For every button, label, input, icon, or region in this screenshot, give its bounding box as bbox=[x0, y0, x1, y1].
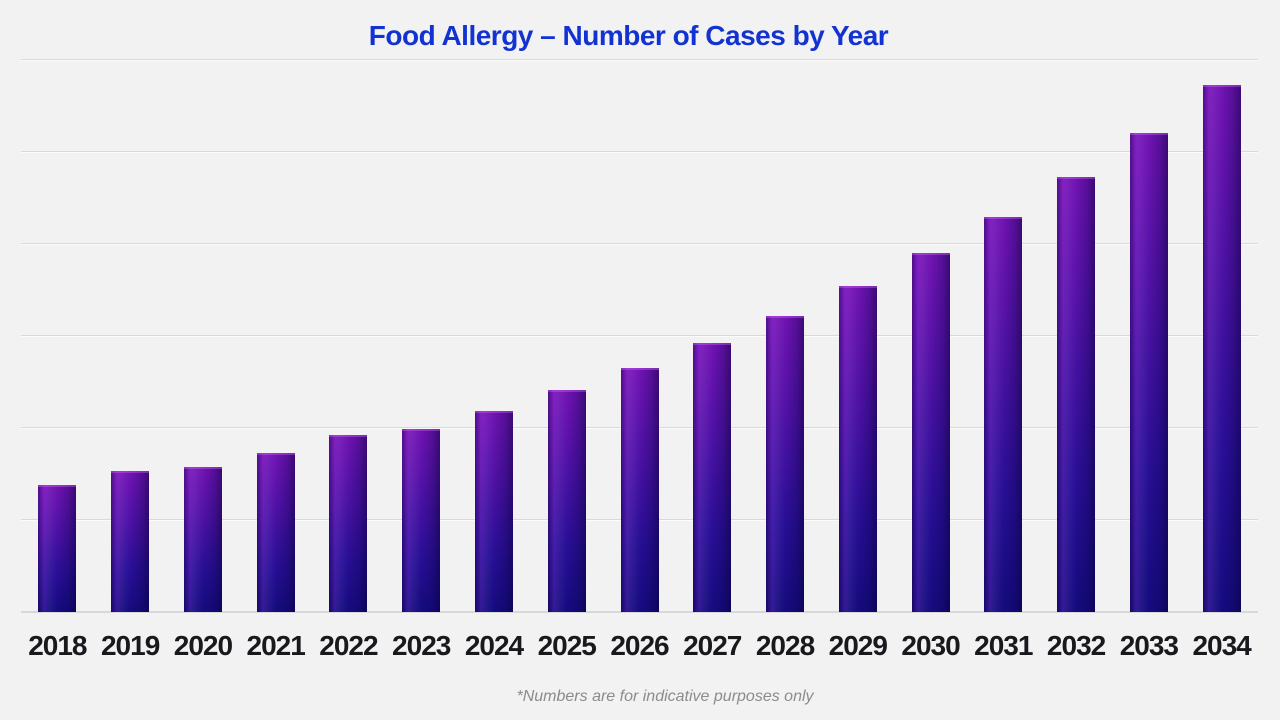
x-axis-label-2020: 2020 bbox=[173, 630, 233, 661]
bar-2024 bbox=[474, 411, 513, 612]
bar-2027 bbox=[693, 343, 732, 612]
bar-2021 bbox=[256, 453, 295, 612]
gridline bbox=[21, 335, 1258, 336]
bar-2025 bbox=[547, 390, 586, 612]
bar-2023 bbox=[402, 429, 441, 612]
x-axis-label-2032: 2032 bbox=[1046, 630, 1106, 661]
x-axis-label-2018: 2018 bbox=[28, 630, 87, 661]
chart-footnote: *Numbers are for indicative purposes onl… bbox=[516, 688, 814, 705]
bar-2034 bbox=[1202, 85, 1241, 612]
x-axis-label-2028: 2028 bbox=[755, 630, 815, 661]
bar-2030 bbox=[911, 253, 950, 612]
x-axis-label-2024: 2024 bbox=[464, 630, 524, 661]
bar-2020 bbox=[183, 467, 222, 612]
bar-2031 bbox=[984, 217, 1023, 612]
x-axis-label-2025: 2025 bbox=[537, 630, 597, 661]
x-axis-label-2021: 2021 bbox=[246, 630, 306, 661]
bar-2028 bbox=[766, 316, 805, 612]
bar-2019 bbox=[111, 471, 150, 612]
gridline bbox=[21, 243, 1258, 244]
x-axis-label-2034: 2034 bbox=[1192, 630, 1251, 661]
x-axis-label-2031: 2031 bbox=[974, 630, 1033, 661]
bar-2022 bbox=[329, 435, 368, 612]
x-axis-line bbox=[21, 611, 1258, 613]
x-axis-label-2033: 2033 bbox=[1119, 630, 1179, 661]
bar-2026 bbox=[620, 368, 659, 612]
chart-title: Food Allergy – Number of Cases by Year bbox=[368, 20, 889, 51]
gridline bbox=[21, 59, 1258, 60]
bar-2018 bbox=[38, 485, 77, 612]
x-axis-label-2027: 2027 bbox=[683, 630, 742, 661]
x-axis-label-2023: 2023 bbox=[392, 630, 451, 661]
x-axis-label-2026: 2026 bbox=[610, 630, 669, 661]
x-axis-label-2022: 2022 bbox=[319, 630, 378, 661]
x-axis-label-2030: 2030 bbox=[901, 630, 960, 661]
bar-2029 bbox=[838, 286, 877, 612]
bar-2032 bbox=[1057, 177, 1096, 612]
x-axis-label-2029: 2029 bbox=[828, 630, 888, 661]
gridline bbox=[21, 151, 1258, 152]
x-axis-label-2019: 2019 bbox=[100, 630, 160, 661]
bar-2033 bbox=[1129, 133, 1168, 612]
